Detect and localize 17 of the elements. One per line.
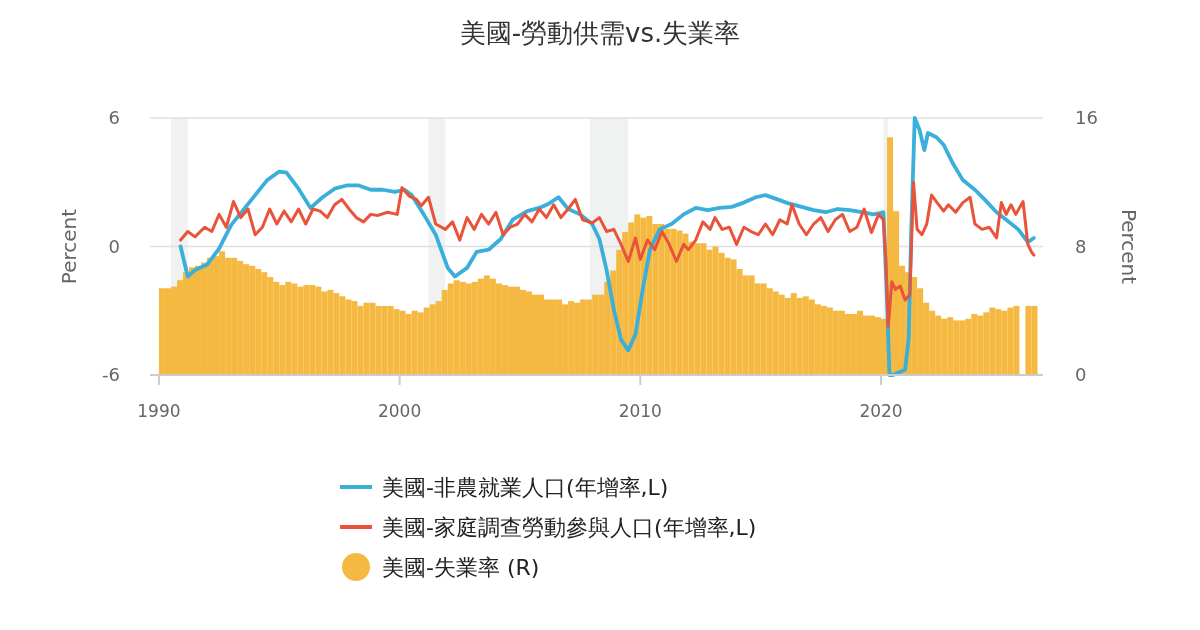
y-axis-title: Percent (57, 208, 81, 285)
legend-label: 美國-家庭調查勞動參與人口(年增率,L) (382, 515, 757, 540)
x-tick-label: 2010 (618, 401, 662, 421)
x-tick-label: 2000 (377, 401, 422, 421)
legend-label: 美國-失業率 (R) (382, 555, 540, 580)
y-tick-label: 0 (108, 235, 120, 257)
y2-axis-title: Percent (1117, 208, 1141, 285)
y2-tick-label: 0 (1075, 364, 1087, 385)
y-tick-label: 6 (108, 107, 120, 128)
x-tick-label: 2020 (859, 401, 903, 421)
chart-title: 美國-勞動供需vs.失業率 (459, 18, 741, 48)
y-tick-label: -6 (102, 364, 120, 385)
line-series (179, 180, 1036, 329)
x-tick-label: 1990 (137, 401, 181, 421)
legend-label: 美國-非農就業人口(年增率,L) (382, 475, 669, 500)
y2-tick-label: 16 (1075, 107, 1098, 128)
y2-tick-label: 8 (1075, 235, 1087, 257)
